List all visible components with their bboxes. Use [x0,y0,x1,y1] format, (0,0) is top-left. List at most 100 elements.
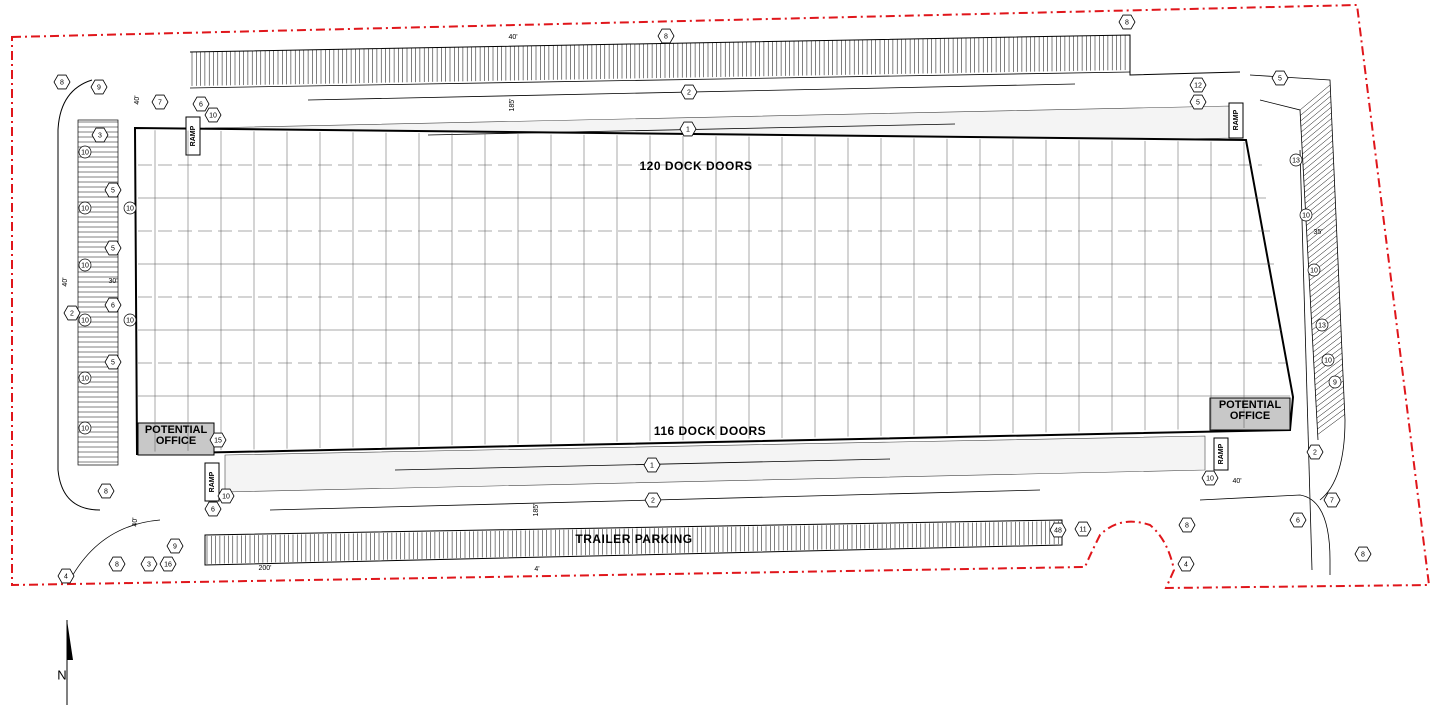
stall [1318,414,1345,434]
dimension: 40' [134,95,141,104]
keynote: 8 [104,488,108,495]
keynote: 2 [687,89,691,96]
keynote: 11 [1079,526,1086,533]
keynote: 5 [111,245,115,252]
parking-count: 10 [126,317,134,324]
parking-count: 10 [81,425,89,432]
stall [1317,392,1344,412]
keynote: 2 [70,310,74,317]
parking-count: 10 [81,262,89,269]
dimension: 40' [62,277,69,286]
parking-count: 10 [1324,357,1332,364]
stall [1305,180,1334,204]
keynote: 15 [214,437,222,444]
parking-count: 10 [81,149,89,156]
keynote: 10 [209,112,217,119]
keynote: 9 [97,84,101,91]
stall [1305,169,1334,193]
parking-count: 13 [1292,157,1300,164]
parking-count: 10 [81,317,89,324]
keynote: 6 [199,101,203,108]
keynote: 7 [1330,497,1334,504]
stall [1311,280,1339,302]
stall [1316,387,1343,408]
keynote: 4 [64,573,68,580]
keynote: 8 [1185,522,1189,529]
keynote: 4 [1184,561,1188,568]
keynote: 16 [164,561,172,568]
office-label: OFFICE [1230,410,1270,422]
keynote: 8 [1361,551,1365,558]
stall [1311,292,1339,314]
keynote: 8 [115,561,119,568]
dimension: 4' [534,566,539,573]
dimension: 30' [108,278,117,285]
dimension: 200' [258,565,271,572]
stall [1313,331,1341,352]
page: { "labels": { "north_dock": "120 DOCK DO… [0,0,1431,707]
layout [12,5,1429,705]
dimension: 40' [1232,478,1241,485]
stall [1308,236,1337,259]
keynote: 5 [1196,99,1200,106]
keynote: 1 [686,126,690,133]
parking-count: 9 [1333,379,1337,386]
keynote: 3 [147,561,151,568]
keynote: 3 [98,132,102,139]
ramp-label: RAMP [1218,443,1225,464]
keynote: 9 [173,543,177,550]
stall [1305,186,1334,210]
north-arrow [67,620,73,660]
stall [1317,409,1344,429]
stall [1308,241,1337,264]
stall [1303,146,1332,170]
keynote: 8 [1125,19,1129,26]
dimension: 40' [508,34,517,41]
keynote: 12 [1194,82,1202,89]
ramp-label: RAMP [1233,109,1240,130]
keynote: 5 [1278,75,1282,82]
stall [1304,158,1333,182]
parking-count: 10 [81,375,89,382]
keynote: 48 [1054,527,1062,534]
keynote: 7 [158,99,162,106]
parking-count: 10 [81,205,89,212]
north-label: N [57,667,66,682]
parking-count: 10 [1302,212,1310,219]
stall [1317,398,1344,418]
parking-count: 10 [126,205,134,212]
dimension: 185' [509,98,516,111]
keynote: 10 [222,493,230,500]
keynote: 2 [651,497,655,504]
dock-label: 116 DOCK DOORS [654,424,766,438]
keynote: 2 [1313,449,1317,456]
stall [1304,152,1333,176]
stall [1304,163,1333,187]
site-plan: 120 DOCK DOORS 116 DOCK DOORS TRAILER PA… [0,0,1431,707]
office-label: OFFICE [156,435,196,447]
west-drive [58,80,100,510]
stall [1311,286,1339,308]
stall [1311,297,1339,319]
parking-label: TRAILER PARKING [575,532,692,546]
keynote: 8 [664,33,668,40]
stall [1303,141,1333,165]
keynote: 1 [650,462,654,469]
north-parking-edge [190,35,1240,75]
dimension: 40' [132,517,139,526]
dimension: 35' [1313,229,1322,236]
stall [1305,174,1334,198]
keynote: 6 [211,506,215,513]
dock-label: 120 DOCK DOORS [639,159,752,173]
keynote: 6 [1296,517,1300,524]
parking-count: 10 [1310,267,1318,274]
keynote: 8 [60,79,64,86]
ramp-label: RAMP [190,125,197,146]
ramp-label: RAMP [209,471,216,492]
stall [1317,403,1344,423]
stall [1310,275,1338,297]
keynote: 10 [1206,475,1214,482]
keynote: 5 [111,359,115,366]
keynote: 6 [111,302,115,309]
building [135,128,1293,454]
